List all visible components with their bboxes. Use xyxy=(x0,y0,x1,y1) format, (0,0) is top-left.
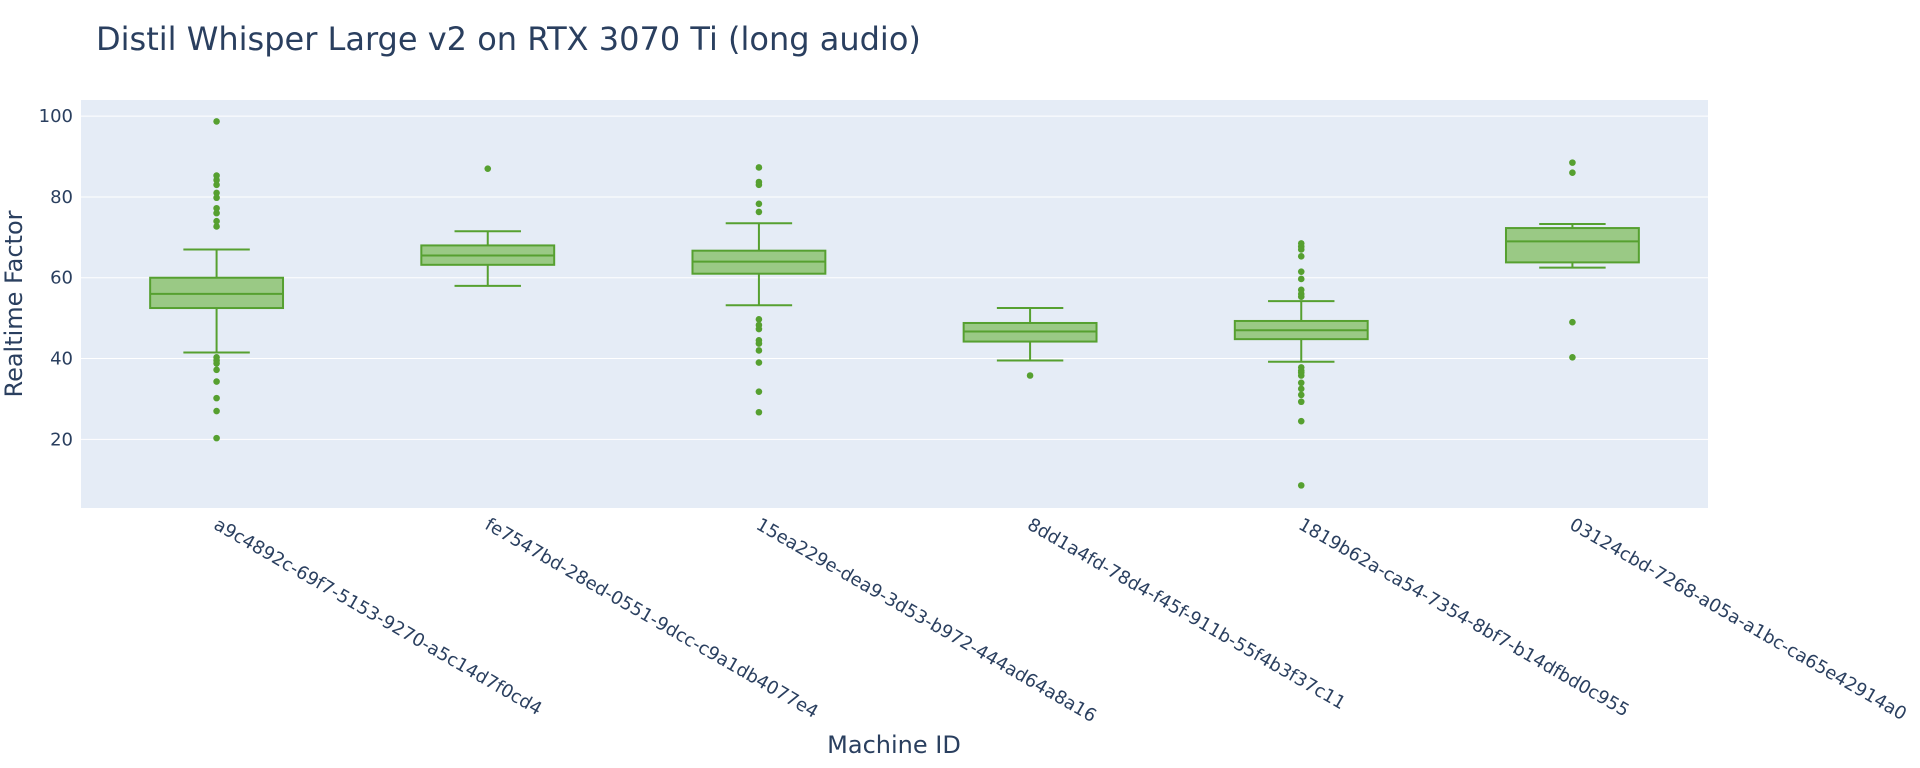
box-group xyxy=(1233,240,1369,489)
box-iqr xyxy=(1504,227,1640,264)
outlier-point xyxy=(1569,159,1576,166)
outlier-point xyxy=(755,181,763,189)
box-group xyxy=(962,307,1098,379)
outlier-point xyxy=(213,434,220,442)
outlier-point xyxy=(213,360,220,367)
outlier-point xyxy=(1297,275,1305,283)
outlier-point xyxy=(213,176,220,184)
box-group xyxy=(1504,159,1640,361)
outlier-point xyxy=(755,316,763,323)
outlier-point xyxy=(1569,354,1576,361)
outlier-point xyxy=(755,408,763,416)
y-tick-label: 20 xyxy=(50,429,73,450)
box-group xyxy=(691,164,827,416)
outlier-point xyxy=(1297,268,1305,275)
outlier-point xyxy=(755,325,763,333)
outlier-point xyxy=(1297,482,1305,489)
outlier-point xyxy=(213,378,220,385)
gridlines xyxy=(81,115,1708,440)
y-tick-label: 40 xyxy=(50,349,73,370)
box-series xyxy=(149,118,1640,489)
outlier-point xyxy=(484,165,492,172)
plot-background xyxy=(81,100,1708,508)
outlier-point xyxy=(755,340,763,347)
x-tick-label: 1819b62a-ca54-7354-8bf7-b14dfbd0c955 xyxy=(1295,514,1633,721)
outlier-point xyxy=(213,189,220,197)
outlier-point xyxy=(213,209,220,217)
outlier-point xyxy=(213,223,220,230)
outlier-point xyxy=(755,388,763,395)
outlier-point xyxy=(213,204,220,212)
outlier-point xyxy=(755,208,763,216)
x-axis-title: Machine ID xyxy=(827,731,961,759)
box-group xyxy=(149,118,285,442)
y-axis-ticks: 20 40 60 80 100 xyxy=(39,106,73,450)
outlier-point xyxy=(1297,372,1305,379)
outlier-point xyxy=(213,366,220,374)
outlier-point xyxy=(213,217,220,225)
x-tick-label: fe7547bd-28ed-0551-9dcc-c9a1db4077e4 xyxy=(481,514,821,723)
outlier-point xyxy=(755,164,763,171)
outlier-point xyxy=(1297,253,1305,260)
outlier-point xyxy=(1297,379,1305,387)
y-tick-label: 60 xyxy=(50,268,73,289)
x-tick-label: a9c4892c-69f7-5153-9270-a5c14d7f0cd4 xyxy=(210,514,545,720)
y-axis-title: Realtime Factor xyxy=(0,210,28,397)
outlier-point xyxy=(755,359,763,366)
box-group xyxy=(420,165,556,287)
x-tick-label: 8dd1a4fd-78d4-f45f-911b-55f4b3f37c11 xyxy=(1024,514,1350,714)
outlier-point xyxy=(213,407,220,415)
outlier-point xyxy=(1297,385,1305,393)
outlier-point xyxy=(1297,391,1305,399)
outlier-point xyxy=(1297,417,1305,425)
outlier-point xyxy=(213,181,220,189)
outlier-point xyxy=(213,194,220,202)
outlier-point xyxy=(1297,293,1305,301)
chart-title: Distil Whisper Large v2 on RTX 3070 Ti (… xyxy=(96,20,921,58)
outlier-point xyxy=(213,118,220,125)
outlier-point xyxy=(1297,398,1305,406)
y-tick-label: 100 xyxy=(39,106,73,127)
y-tick-label: 80 xyxy=(50,187,73,208)
outlier-point xyxy=(755,200,763,208)
outlier-point xyxy=(755,347,763,354)
outlier-point xyxy=(1297,246,1305,253)
outlier-point xyxy=(1569,169,1576,177)
box-iqr xyxy=(149,276,285,310)
x-axis-ticks: a9c4892c-69f7-5153-9270-a5c14d7f0cd4fe75… xyxy=(210,514,1910,727)
outlier-point xyxy=(1026,372,1034,379)
outlier-point xyxy=(1569,318,1576,326)
outlier-point xyxy=(213,394,220,402)
